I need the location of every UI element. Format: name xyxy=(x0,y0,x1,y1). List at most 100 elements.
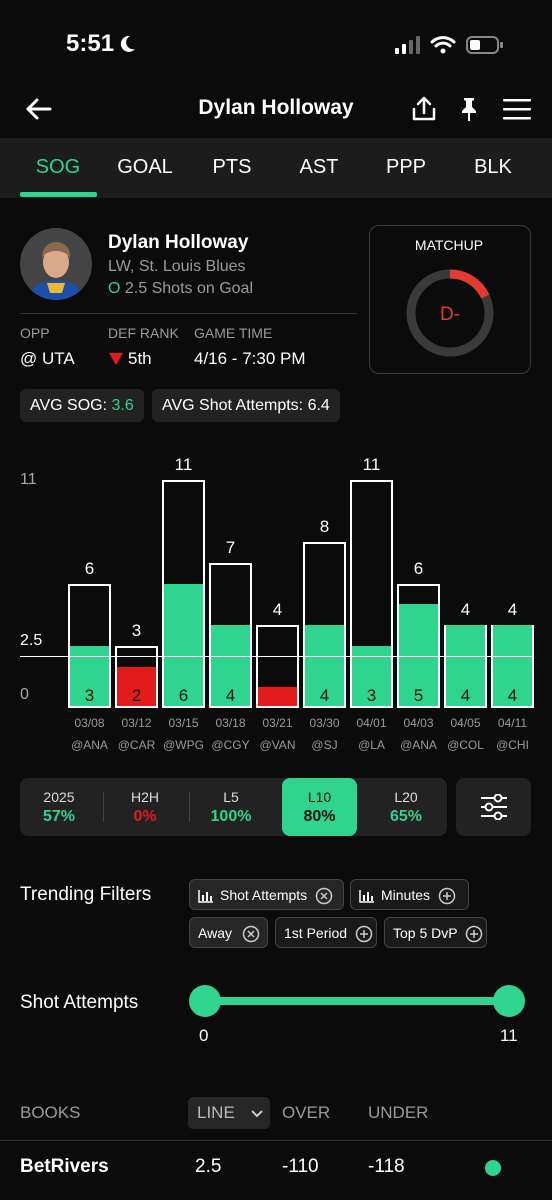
x-tick-date: 03/12 xyxy=(121,716,152,730)
tab-ppp[interactable]: PPP xyxy=(385,156,427,178)
x-tick-opponent: @CHI xyxy=(496,738,529,752)
chip-top5-dvp[interactable]: Top 5 DvP xyxy=(384,917,487,948)
stat-tabs xyxy=(0,138,552,198)
range-min-value: 0 xyxy=(199,1026,209,1045)
tab-goal[interactable]: GOAL xyxy=(117,156,173,178)
bar-chart-icon xyxy=(198,890,213,904)
shot-attempts-bar[interactable] xyxy=(303,542,346,708)
avg-attempts-pill: AVG Shot Attempts: 6.4 xyxy=(152,389,340,422)
x-tick-opponent: @VAN xyxy=(259,738,296,752)
split-selector xyxy=(20,778,447,836)
player-prop-line: O 2.5 Shots on Goal xyxy=(108,280,253,298)
shot-attempts-bar[interactable] xyxy=(350,480,393,708)
split-divider xyxy=(189,792,190,822)
x-tick-date: 04/11 xyxy=(497,716,528,730)
sog-bar xyxy=(305,625,344,706)
tab-blk[interactable]: BLK xyxy=(474,156,512,178)
shot-attempts-bar[interactable] xyxy=(256,625,299,708)
matchup-label: MATCHUP xyxy=(414,237,484,253)
x-tick-opponent: @ANA xyxy=(400,738,437,752)
shot-attempts-label: 4 xyxy=(507,600,518,620)
shot-attempts-label: 11 xyxy=(174,455,193,474)
signal-icon xyxy=(395,36,420,54)
battery-icon xyxy=(466,36,503,54)
range-slider-min-handle[interactable] xyxy=(189,985,221,1017)
filter-settings-button[interactable] xyxy=(456,778,531,836)
shot-attempts-bar[interactable] xyxy=(162,480,205,708)
sog-value-label: 4 xyxy=(460,686,471,705)
y-tick-zero: 0 xyxy=(20,686,29,703)
add-circle-icon[interactable] xyxy=(438,887,456,905)
shot-attempts-label: 3 xyxy=(131,620,142,640)
shot-attempts-bar[interactable] xyxy=(444,625,487,708)
tab-ast[interactable]: AST xyxy=(299,156,339,178)
tab-pts[interactable]: PTS xyxy=(212,156,252,178)
shot-attempts-bar[interactable] xyxy=(115,645,158,708)
split-h2h[interactable]: H2H 0% xyxy=(130,789,159,825)
moon-icon xyxy=(120,35,135,52)
y-tick-line: 2.5 xyxy=(20,632,43,649)
game-time-label: GAME TIME xyxy=(194,325,273,341)
book-name: BetRivers xyxy=(20,1156,109,1177)
range-slider-track[interactable] xyxy=(205,997,510,1005)
shot-attempts-label: 6 xyxy=(84,558,95,578)
trending-filters-title: Trending Filters xyxy=(20,884,152,905)
y-tick-max: 11 xyxy=(20,471,37,488)
x-tick-opponent: @CAR xyxy=(117,738,156,752)
divider xyxy=(20,313,357,314)
active-tab-indicator xyxy=(20,192,97,197)
shot-attempts-bar[interactable] xyxy=(491,625,534,708)
chip-1st-period[interactable]: 1st Period xyxy=(275,917,377,948)
game-time-value: 4/16 - 7:30 PM xyxy=(194,349,306,368)
pin-icon[interactable] xyxy=(458,96,480,122)
page-title: Dylan Holloway xyxy=(198,96,354,119)
shot-attempts-bar[interactable] xyxy=(209,562,252,708)
x-tick-date: 03/08 xyxy=(74,716,105,730)
bar-chart-icon xyxy=(359,890,374,904)
sog-bar xyxy=(493,625,532,706)
shot-attempts-label: 4 xyxy=(460,600,471,620)
x-tick-opponent: @ANA xyxy=(71,738,108,752)
book-over-odds[interactable]: -110 xyxy=(282,1156,319,1177)
sog-value-label: 5 xyxy=(413,686,424,705)
chip-shot-attempts[interactable]: Shot Attempts xyxy=(189,879,344,910)
back-arrow-icon[interactable] xyxy=(24,97,52,121)
under-header: UNDER xyxy=(368,1103,429,1122)
chip-away[interactable]: Away xyxy=(189,917,268,948)
add-circle-icon[interactable] xyxy=(355,925,373,943)
split-l20[interactable]: L20 65% xyxy=(389,789,423,825)
sog-bar xyxy=(446,625,485,706)
add-circle-icon[interactable] xyxy=(465,925,483,943)
split-l10[interactable]: L10 80% xyxy=(282,778,357,836)
remove-circle-icon[interactable] xyxy=(315,887,333,905)
avatar xyxy=(20,228,92,300)
share-icon[interactable] xyxy=(411,95,437,123)
over-header: OVER xyxy=(282,1103,331,1122)
x-tick-date: 03/21 xyxy=(262,716,293,730)
sog-value-label: 2 xyxy=(131,686,142,705)
shot-attempts-bar[interactable] xyxy=(397,583,440,708)
range-slider-max-handle[interactable] xyxy=(493,985,525,1017)
wifi-icon xyxy=(430,36,456,54)
split-l5[interactable]: L5 100% xyxy=(210,789,252,825)
book-line[interactable]: 2.5 xyxy=(195,1156,222,1177)
x-tick-opponent: @SJ xyxy=(311,738,338,752)
split-2025[interactable]: 2025 57% xyxy=(42,789,76,825)
line-header: LINE xyxy=(197,1103,235,1122)
remove-circle-icon[interactable] xyxy=(242,925,260,943)
shot-attempts-bar[interactable] xyxy=(68,583,111,708)
shot-attempts-label: 11 xyxy=(362,455,381,474)
sog-value-label: 3 xyxy=(84,686,95,705)
book-under-odds[interactable]: -118 xyxy=(368,1156,405,1177)
menu-icon[interactable] xyxy=(502,97,532,121)
chip-minutes[interactable]: Minutes xyxy=(350,879,469,910)
tab-sog[interactable]: SOG xyxy=(35,156,81,178)
avg-sog-label: AVG SOG: xyxy=(30,397,108,414)
opp-value: @ UTA xyxy=(20,349,75,368)
shot-attempts-label: 6 xyxy=(413,558,424,578)
matchup-card[interactable] xyxy=(369,225,531,374)
down-triangle-icon xyxy=(109,353,123,365)
line-sort-dropdown[interactable] xyxy=(188,1097,270,1129)
shot-attempts-label: 7 xyxy=(225,537,236,557)
opp-label: OPP xyxy=(20,325,50,341)
